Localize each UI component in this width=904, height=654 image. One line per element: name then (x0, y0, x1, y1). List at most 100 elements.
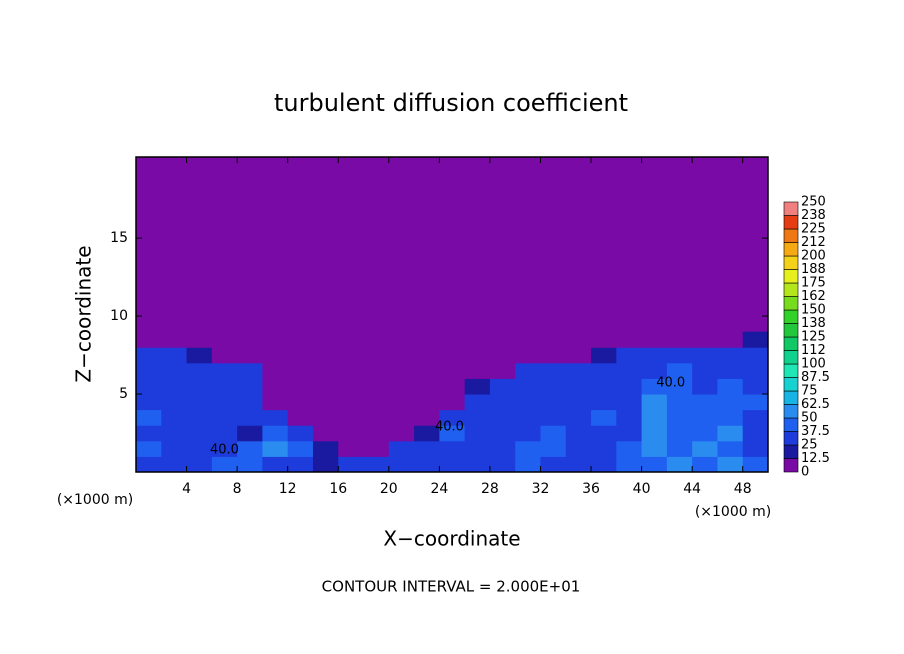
field-cell (591, 394, 617, 411)
field-cell (591, 456, 617, 473)
field-cell (237, 394, 263, 411)
field-cell (414, 456, 440, 473)
field-cell (136, 425, 162, 442)
field-cell (237, 440, 263, 457)
field-cell (186, 440, 213, 457)
field-cell (312, 440, 339, 457)
field-cell (211, 456, 238, 473)
field-cell (717, 331, 744, 348)
field-cell (237, 456, 263, 473)
colorbar-label: 162 (801, 289, 826, 304)
field-cell (692, 331, 718, 348)
field-cell (136, 331, 162, 348)
colorbar-label: 87.5 (801, 370, 830, 385)
field-cell (616, 440, 643, 457)
plot-frame (135, 156, 769, 473)
field-cell (287, 347, 314, 364)
colorbar-box (783, 309, 799, 324)
x-tick-label: 32 (532, 481, 550, 497)
x-tick-label: 48 (734, 481, 752, 497)
field-cell (312, 409, 339, 426)
colorbar-box (783, 296, 799, 311)
field-cell (287, 440, 314, 457)
field-cell (540, 440, 567, 457)
field-cell (312, 362, 339, 379)
field-cell (287, 394, 314, 411)
field-cell (338, 331, 365, 348)
field-cell (464, 456, 491, 473)
field-cell (666, 331, 693, 348)
field-cell (414, 378, 440, 395)
field-cell (136, 409, 162, 426)
field-cell (312, 425, 339, 442)
field-cell (641, 456, 668, 473)
field-cell (363, 456, 390, 473)
field-cell (540, 378, 567, 395)
field-cell (489, 347, 516, 364)
field-cell (211, 347, 238, 364)
field-cell (312, 456, 339, 473)
field-cell (489, 394, 516, 411)
field-cell (565, 378, 592, 395)
field-cell (666, 425, 693, 442)
field-cell (338, 456, 365, 473)
colorbar-label: 212 (801, 235, 826, 250)
field-cell (489, 409, 516, 426)
colorbar-label: 175 (801, 276, 826, 291)
field-cell (439, 378, 466, 395)
colorbar-label: 238 (801, 208, 826, 223)
colorbar-box (783, 215, 799, 230)
colorbar-box (783, 444, 799, 459)
field-cell (464, 440, 491, 457)
field-cell (262, 394, 289, 411)
field-cell (616, 394, 643, 411)
colorbar-label: 150 (801, 303, 826, 318)
field-cell (186, 347, 213, 364)
x-axis-label: X−coordinate (383, 527, 520, 551)
field-cell (464, 362, 491, 379)
field-cell (338, 362, 365, 379)
field-cell (262, 378, 289, 395)
field-cell (262, 409, 289, 426)
field-cell (515, 347, 541, 364)
colorbar-box (783, 228, 799, 243)
field-cell (515, 425, 541, 442)
field-cell (515, 409, 541, 426)
field-cell (439, 394, 466, 411)
field-cell (414, 394, 440, 411)
field-cell (464, 425, 491, 442)
field-cell (565, 425, 592, 442)
field-cell (464, 347, 491, 364)
colorbar-label: 0 (801, 465, 809, 480)
field-cell (742, 440, 769, 457)
colorbar-box (783, 255, 799, 270)
x-tick-label: 20 (380, 481, 398, 497)
field-cell (363, 425, 390, 442)
field-cell (237, 362, 263, 379)
colorbar-label: 62.5 (801, 397, 830, 412)
field-cell (262, 362, 289, 379)
colorbar-label: 75 (801, 384, 818, 399)
field-cell (591, 331, 617, 348)
field-cell (742, 347, 769, 364)
field-cell (388, 456, 415, 473)
field-cell (742, 425, 769, 442)
colorbar-label: 25 (801, 438, 818, 453)
field-cell (388, 440, 415, 457)
field-cell (489, 331, 516, 348)
field-cell (692, 362, 718, 379)
field-cell (717, 440, 744, 457)
field-cell (464, 331, 491, 348)
field-cell (136, 394, 162, 411)
field-cell (439, 456, 466, 473)
y-tick-label: 10 (110, 308, 128, 324)
field-cell (161, 362, 188, 379)
field-cell (161, 456, 188, 473)
field-cell (489, 440, 516, 457)
field-cell (186, 378, 213, 395)
field-cell (414, 331, 440, 348)
field-cell (717, 347, 744, 364)
field-cell (363, 347, 390, 364)
field-cell (186, 409, 213, 426)
